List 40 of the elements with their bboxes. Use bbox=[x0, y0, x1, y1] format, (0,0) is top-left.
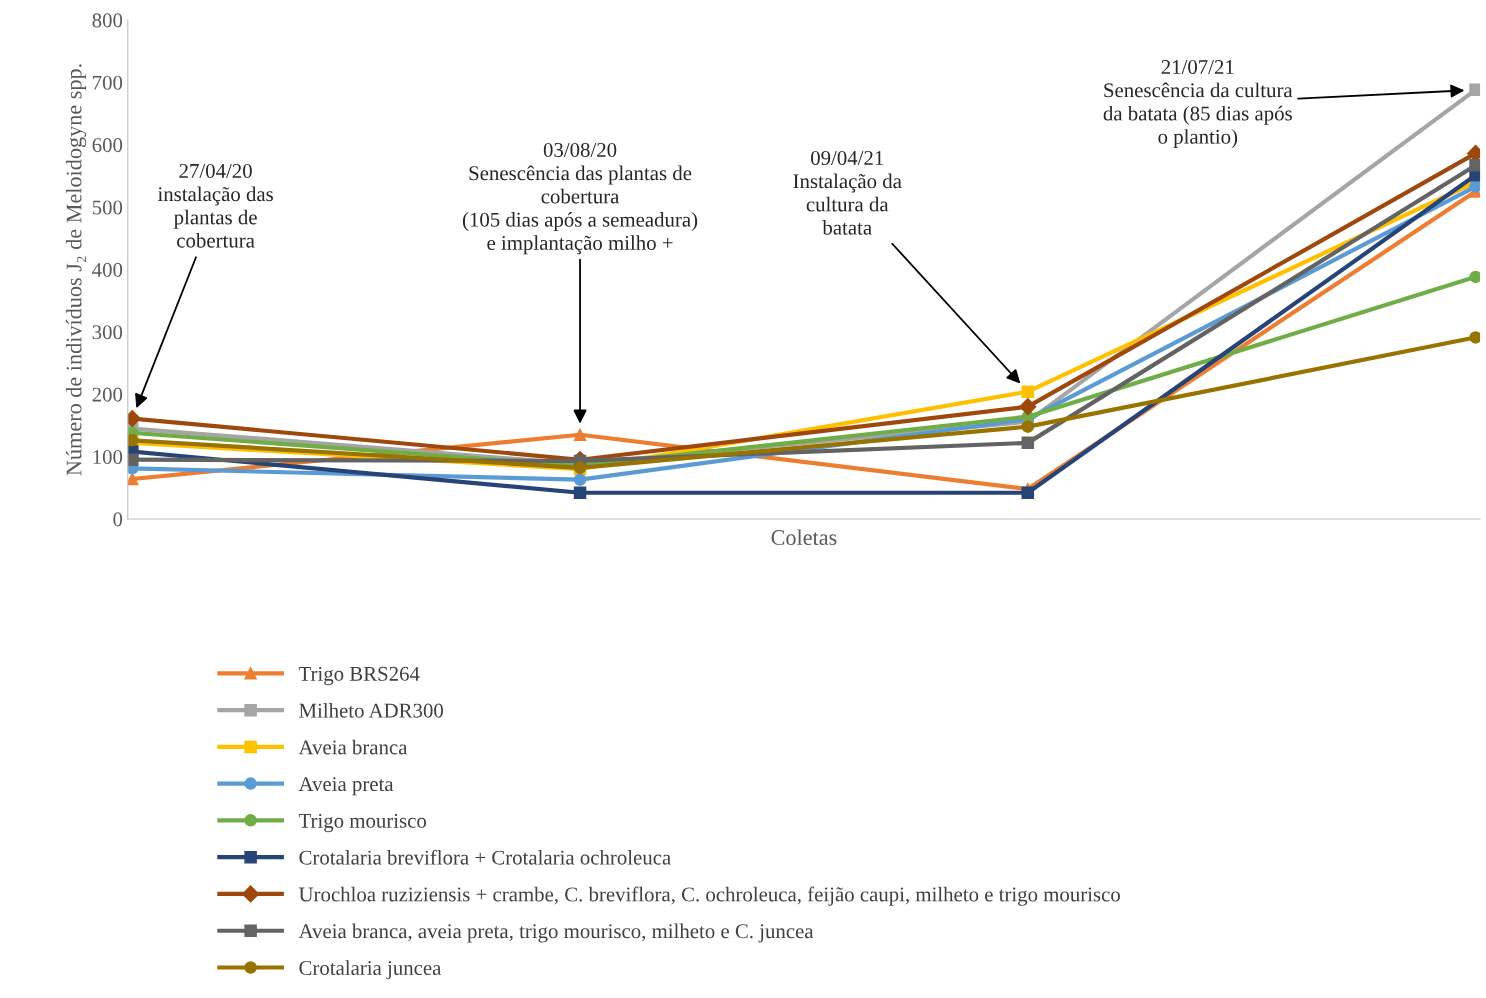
y-tick-label: 800 bbox=[92, 13, 123, 28]
annotation: 27/04/20 instalação das plantas de cobertura bbox=[157, 163, 273, 248]
legend-label: Aveia branca, aveia preta, trigo mourisco, milheto e C. juncea bbox=[298, 923, 814, 943]
legend-label: Milheto ADR300 bbox=[299, 703, 443, 718]
legend-label: Aveia branca bbox=[298, 739, 408, 755]
annotation: 21/07/21 Senescência da cultura da batata (85 dias após o plantio) bbox=[1103, 60, 1293, 149]
annotation: 03/08/20 Senescência das plantas de cobertura (105 dias após a semeadura) e implantação milho + bbox=[462, 142, 698, 255]
point bbox=[1021, 436, 1035, 450]
point bbox=[1019, 398, 1037, 416]
point bbox=[1469, 331, 1481, 344]
y-tick-label: 100 bbox=[93, 449, 123, 465]
point bbox=[1469, 180, 1481, 193]
y-tick-label: 700 bbox=[93, 75, 123, 90]
legend-label: Crotalaria breviflora + Crotalaria ochroleuca bbox=[299, 849, 671, 865]
point bbox=[127, 453, 139, 466]
annotation: 09/04/21 Instalação da cultura da batata bbox=[793, 150, 902, 235]
point bbox=[573, 428, 587, 442]
legend-label: Crotalaria juncea bbox=[299, 960, 442, 980]
point bbox=[1021, 486, 1035, 500]
point bbox=[573, 486, 587, 500]
x-axis-title: Coletas bbox=[771, 529, 837, 546]
y-tick-label: 200 bbox=[92, 387, 123, 402]
point bbox=[1469, 159, 1481, 172]
y-axis-title: Número de indivíduos J₂ de Meloidogyne spp. bbox=[65, 64, 87, 476]
legend-label: Trigo BRS264 bbox=[298, 666, 420, 686]
point bbox=[1469, 83, 1481, 97]
point bbox=[1021, 385, 1035, 398]
point bbox=[127, 409, 141, 428]
y-tick-label: 0 bbox=[113, 512, 123, 527]
point bbox=[1021, 420, 1035, 433]
y-tick-label: 300 bbox=[92, 325, 123, 340]
y-tick-label: 400 bbox=[92, 262, 123, 277]
legend-label: Aveia preta bbox=[298, 777, 394, 796]
point bbox=[573, 473, 587, 486]
legend-label: Trigo mourisco bbox=[298, 813, 427, 833]
point bbox=[127, 472, 139, 486]
point bbox=[1469, 270, 1481, 284]
y-tick-label: 600 bbox=[92, 138, 123, 153]
legend-label: Urochloa ruziziensis + crambe, C. breviflora, C. ochroleuca, feijão caupi, milheto e trigo mourisco bbox=[298, 886, 1120, 906]
y-tick-label: 500 bbox=[92, 200, 123, 215]
